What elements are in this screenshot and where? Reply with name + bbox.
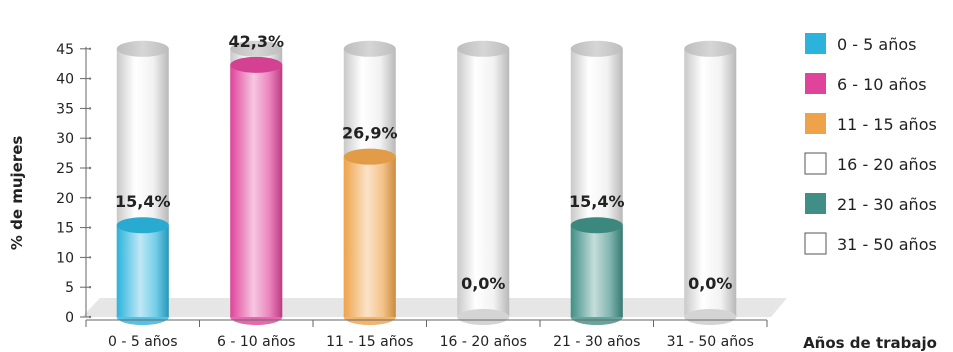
y-tick-dot bbox=[88, 137, 92, 140]
data-label: 15,4% bbox=[569, 192, 625, 211]
y-tick-label: 20 bbox=[56, 191, 74, 207]
legend-swatch bbox=[805, 33, 826, 54]
bar-top bbox=[343, 148, 396, 165]
x-tick-label: 0 - 5 años bbox=[108, 334, 178, 350]
y-tick-label: 35 bbox=[56, 101, 74, 117]
background-cylinder-base bbox=[457, 309, 510, 325]
legend-label: 0 - 5 años bbox=[837, 35, 916, 54]
y-tick-label: 0 bbox=[65, 310, 74, 326]
y-tick-label: 10 bbox=[56, 250, 74, 266]
y-tick-label: 30 bbox=[56, 131, 74, 147]
legend-label: 6 - 10 años bbox=[837, 75, 927, 94]
x-tick-label: 6 - 10 años bbox=[217, 334, 295, 350]
legend-swatch bbox=[805, 73, 826, 94]
y-tick-dot bbox=[88, 256, 92, 259]
x-tick-label: 21 - 30 años bbox=[553, 334, 640, 350]
bar-top bbox=[230, 56, 283, 73]
background-cylinder-base bbox=[684, 309, 737, 325]
background-cylinder-top bbox=[684, 40, 737, 57]
x-tick-label: 16 - 20 años bbox=[440, 334, 527, 350]
background-cylinder-top bbox=[570, 40, 623, 57]
legend-label: 31 - 50 años bbox=[837, 235, 937, 254]
bar bbox=[230, 64, 283, 317]
bar bbox=[116, 225, 169, 317]
legend-label: 11 - 15 años bbox=[837, 115, 937, 134]
y-tick-dot bbox=[88, 77, 92, 80]
legend-swatch bbox=[805, 113, 826, 134]
bar bbox=[343, 156, 396, 317]
background-cylinder-top bbox=[343, 40, 396, 57]
y-tick-dot bbox=[88, 196, 92, 199]
legend-label: 16 - 20 años bbox=[837, 155, 937, 174]
data-label: 0,0% bbox=[461, 274, 505, 293]
data-label: 26,9% bbox=[342, 124, 398, 143]
y-tick-dot bbox=[88, 47, 92, 50]
background-cylinder-top bbox=[230, 40, 283, 57]
data-label: 0,0% bbox=[688, 274, 732, 293]
background-cylinder-top bbox=[457, 40, 510, 57]
legend-label: 21 - 30 años bbox=[837, 195, 937, 214]
y-axis-title: % de mujeres bbox=[8, 136, 26, 251]
background-cylinder bbox=[684, 48, 737, 318]
y-tick-dot bbox=[88, 315, 92, 319]
bar-top bbox=[116, 217, 169, 234]
y-tick-label: 25 bbox=[56, 161, 74, 177]
bar-top bbox=[570, 217, 623, 234]
x-tick-label: 11 - 15 años bbox=[326, 334, 413, 350]
x-tick-label: 31 - 50 años bbox=[667, 334, 754, 350]
bar bbox=[570, 225, 623, 317]
background-cylinder bbox=[457, 48, 510, 318]
legend-swatch bbox=[804, 152, 827, 175]
legend-swatch bbox=[804, 232, 827, 255]
x-axis-title: Años de trabajo bbox=[803, 334, 937, 352]
y-tick-label: 5 bbox=[65, 280, 74, 296]
y-tick-label: 45 bbox=[56, 42, 74, 58]
y-tick-dot bbox=[88, 107, 92, 110]
y-tick-dot bbox=[88, 166, 92, 170]
data-label: 42,3% bbox=[228, 32, 284, 51]
legend-swatch bbox=[805, 193, 826, 214]
y-tick-label: 15 bbox=[56, 221, 74, 237]
y-tick-dot bbox=[88, 226, 92, 229]
chart-floor bbox=[82, 298, 787, 317]
data-label: 15,4% bbox=[115, 192, 171, 211]
background-cylinder-top bbox=[116, 40, 169, 57]
y-tick-dot bbox=[88, 286, 92, 289]
y-tick-label: 40 bbox=[56, 72, 74, 88]
